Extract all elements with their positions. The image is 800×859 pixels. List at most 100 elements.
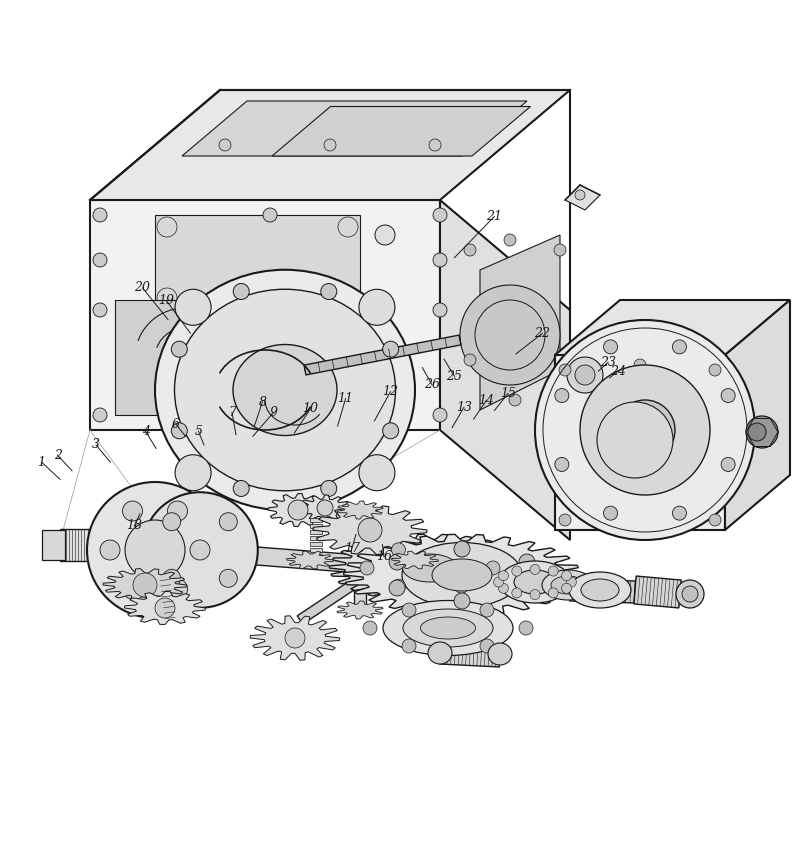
Circle shape — [548, 588, 558, 598]
Polygon shape — [330, 534, 530, 602]
Ellipse shape — [514, 570, 556, 594]
Text: 15: 15 — [500, 387, 516, 400]
Text: 4: 4 — [142, 424, 150, 438]
Ellipse shape — [402, 543, 522, 607]
Polygon shape — [310, 530, 322, 534]
Polygon shape — [115, 300, 255, 415]
Circle shape — [567, 357, 603, 393]
Circle shape — [93, 408, 107, 422]
Circle shape — [548, 566, 558, 576]
Circle shape — [498, 583, 509, 594]
Polygon shape — [310, 560, 322, 564]
Circle shape — [509, 394, 521, 406]
Circle shape — [682, 586, 698, 602]
Circle shape — [175, 289, 211, 326]
Text: 6: 6 — [172, 417, 180, 431]
Circle shape — [93, 208, 107, 222]
Circle shape — [375, 225, 395, 245]
Circle shape — [87, 482, 223, 618]
Circle shape — [519, 621, 533, 635]
Circle shape — [93, 253, 107, 267]
Circle shape — [162, 570, 181, 588]
Circle shape — [575, 365, 595, 385]
Text: 17: 17 — [344, 541, 360, 555]
Circle shape — [464, 354, 476, 366]
Polygon shape — [310, 542, 322, 546]
Circle shape — [171, 423, 187, 439]
Ellipse shape — [499, 561, 571, 603]
Circle shape — [100, 540, 120, 560]
Circle shape — [603, 340, 618, 354]
Polygon shape — [344, 534, 581, 616]
Polygon shape — [392, 551, 438, 569]
Circle shape — [673, 340, 686, 354]
Text: 19: 19 — [158, 294, 174, 308]
Polygon shape — [310, 554, 322, 558]
Polygon shape — [310, 554, 415, 566]
Circle shape — [433, 253, 447, 267]
Text: 24: 24 — [610, 364, 626, 378]
Circle shape — [391, 579, 406, 594]
Text: 16: 16 — [376, 550, 392, 564]
Text: 22: 22 — [534, 326, 550, 340]
Text: 18: 18 — [126, 519, 142, 533]
Circle shape — [454, 579, 469, 594]
Circle shape — [358, 518, 382, 542]
Polygon shape — [555, 355, 725, 530]
Circle shape — [155, 598, 175, 618]
Circle shape — [162, 513, 181, 531]
Circle shape — [562, 570, 571, 581]
Polygon shape — [555, 300, 790, 355]
Circle shape — [317, 500, 333, 516]
Circle shape — [454, 543, 469, 557]
Circle shape — [460, 285, 560, 385]
Text: 10: 10 — [302, 402, 318, 416]
Polygon shape — [90, 200, 440, 430]
Ellipse shape — [551, 576, 585, 594]
Circle shape — [554, 244, 566, 256]
Text: 20: 20 — [134, 281, 150, 295]
Circle shape — [519, 554, 535, 570]
Polygon shape — [102, 533, 140, 557]
Circle shape — [157, 288, 177, 308]
Circle shape — [219, 513, 238, 531]
Circle shape — [494, 577, 504, 587]
Circle shape — [157, 217, 177, 237]
Polygon shape — [354, 510, 366, 610]
Polygon shape — [268, 494, 328, 527]
Circle shape — [673, 506, 686, 521]
Ellipse shape — [432, 559, 492, 591]
Circle shape — [454, 593, 470, 609]
Circle shape — [167, 579, 187, 599]
Circle shape — [321, 283, 337, 300]
Circle shape — [391, 543, 406, 557]
Ellipse shape — [428, 642, 452, 664]
Polygon shape — [298, 576, 362, 624]
Polygon shape — [90, 90, 570, 200]
Circle shape — [234, 283, 250, 300]
Circle shape — [615, 400, 675, 460]
Circle shape — [464, 244, 476, 256]
Circle shape — [382, 341, 398, 357]
Polygon shape — [155, 492, 200, 608]
Polygon shape — [299, 495, 351, 521]
Circle shape — [363, 621, 377, 635]
Circle shape — [125, 520, 185, 580]
Circle shape — [554, 354, 566, 366]
Circle shape — [480, 603, 494, 617]
Circle shape — [709, 364, 721, 376]
Ellipse shape — [581, 579, 619, 601]
Circle shape — [480, 639, 494, 653]
Circle shape — [575, 190, 585, 200]
Ellipse shape — [174, 289, 395, 490]
Circle shape — [580, 365, 710, 495]
Polygon shape — [725, 300, 790, 530]
Polygon shape — [103, 569, 187, 601]
Polygon shape — [60, 529, 115, 561]
Ellipse shape — [676, 580, 704, 608]
Circle shape — [555, 458, 569, 472]
Circle shape — [338, 288, 358, 308]
Ellipse shape — [155, 270, 415, 510]
Circle shape — [219, 139, 231, 151]
Circle shape — [634, 359, 646, 371]
